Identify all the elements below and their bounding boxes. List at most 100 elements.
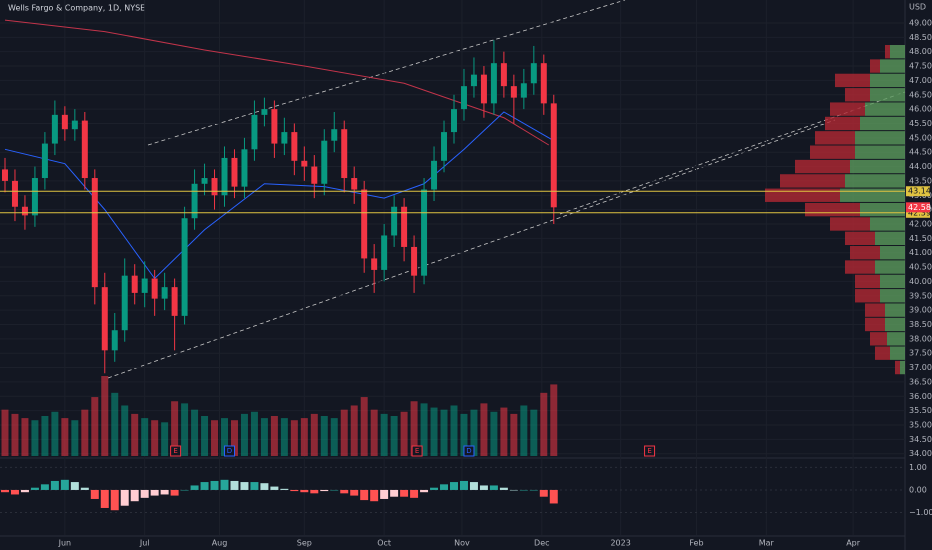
volume-bar — [310, 413, 318, 456]
y2-tick-label: −1.00 — [909, 508, 932, 517]
profile-up — [855, 131, 905, 145]
y-tick-label: 38.50 — [909, 320, 932, 329]
candle-body — [211, 178, 218, 196]
profile-down — [875, 346, 890, 360]
profile-down — [885, 45, 890, 59]
candle-body — [71, 120, 78, 130]
candle-body — [321, 140, 328, 184]
volume-bar — [151, 420, 159, 456]
macd-bar — [0, 489, 9, 493]
macd-bar — [210, 480, 219, 490]
volume-bar — [290, 420, 298, 456]
y-tick-label: 44.00 — [909, 162, 932, 171]
candle-body — [550, 103, 557, 208]
macd-bar — [10, 489, 19, 495]
y2-tick-label: 1.00 — [909, 463, 927, 472]
candle-body — [231, 157, 238, 187]
y-tick-label: 39.00 — [909, 306, 932, 315]
volume-bar — [181, 403, 189, 456]
macd-bar — [200, 482, 209, 490]
volume-bar — [51, 411, 59, 456]
macd-bar — [360, 489, 369, 501]
macd-bar — [170, 489, 179, 496]
y-tick-label: 35.00 — [909, 420, 932, 429]
y-tick-label: 45.50 — [909, 119, 932, 128]
macd-bar — [70, 482, 79, 490]
x-tick-label: Oct — [377, 539, 391, 548]
volume-bar — [260, 418, 268, 456]
macd-bar — [420, 489, 429, 493]
volume-bar — [201, 416, 209, 456]
macd-bar — [240, 482, 249, 490]
price-tag-label: 42.39 — [908, 208, 931, 217]
x-tick-label: Jul — [139, 539, 150, 548]
y2-tick-label: 0.00 — [909, 485, 927, 494]
candle-body — [411, 246, 418, 276]
candle-body — [291, 132, 298, 161]
profile-down — [805, 202, 860, 217]
profile-down — [845, 260, 875, 274]
y-tick-label: 42.00 — [909, 219, 932, 228]
candle-body — [520, 83, 527, 98]
event-label: E — [173, 447, 177, 455]
profile-down — [830, 102, 865, 116]
y-tick-label: 46.50 — [909, 90, 932, 99]
candle-body — [480, 74, 487, 104]
volume-bar — [191, 409, 199, 456]
y-tick-label: 37.50 — [909, 349, 932, 358]
candle-body — [151, 278, 158, 299]
volume-bar — [420, 403, 428, 456]
profile-down — [830, 217, 870, 231]
candle-body — [441, 132, 448, 161]
event-marker — [644, 445, 656, 457]
volume-bar — [221, 418, 228, 456]
candle-body — [460, 86, 467, 110]
price-tag — [906, 186, 930, 197]
macd-bar — [440, 484, 449, 490]
macd-bar — [390, 489, 399, 497]
volume-bar — [31, 420, 39, 456]
macd-bar — [30, 487, 39, 490]
y-tick-label: 47.50 — [909, 62, 932, 71]
candle-body — [201, 178, 208, 184]
macd-bar — [350, 489, 359, 496]
x-tick-label: 2023 — [610, 539, 630, 548]
macd-bar — [220, 479, 229, 490]
candle-body — [540, 63, 547, 104]
volume-bar — [440, 409, 448, 456]
price-tag-label: 43.14 — [908, 187, 931, 196]
volume-bar — [211, 420, 219, 456]
volume-bar — [400, 411, 408, 456]
candle-body — [251, 114, 258, 150]
profile-up — [850, 159, 905, 174]
candle-body — [510, 86, 517, 98]
candle-body — [191, 183, 198, 219]
candle-body — [530, 63, 537, 84]
volume-bar — [410, 401, 418, 456]
x-tick-label: Apr — [846, 539, 861, 548]
channel-line — [107, 119, 836, 379]
y-tick-label: 38.00 — [909, 334, 932, 343]
candle-body — [401, 206, 408, 247]
candle-body — [31, 178, 38, 216]
y-tick-label: 48.00 — [909, 47, 932, 56]
event-label: D — [466, 447, 471, 455]
volume-bar — [101, 376, 109, 456]
macd-bar — [120, 489, 129, 506]
y-tick-label: 47.00 — [909, 76, 932, 85]
volume-bar — [300, 418, 308, 456]
macd-bar — [80, 487, 89, 490]
profile-up — [870, 73, 905, 88]
macd-bar — [370, 489, 379, 502]
candle-body — [261, 109, 268, 115]
profile-up — [855, 145, 905, 159]
macd-bar — [529, 489, 538, 491]
x-tick-label: Mar — [759, 539, 775, 548]
event-marker — [463, 445, 475, 457]
volume-bar — [470, 409, 478, 456]
x-tick-label: Nov — [454, 539, 470, 548]
volume-bar — [360, 397, 368, 456]
candle-body — [351, 178, 358, 190]
candle-body — [111, 330, 118, 351]
profile-up — [845, 174, 905, 188]
